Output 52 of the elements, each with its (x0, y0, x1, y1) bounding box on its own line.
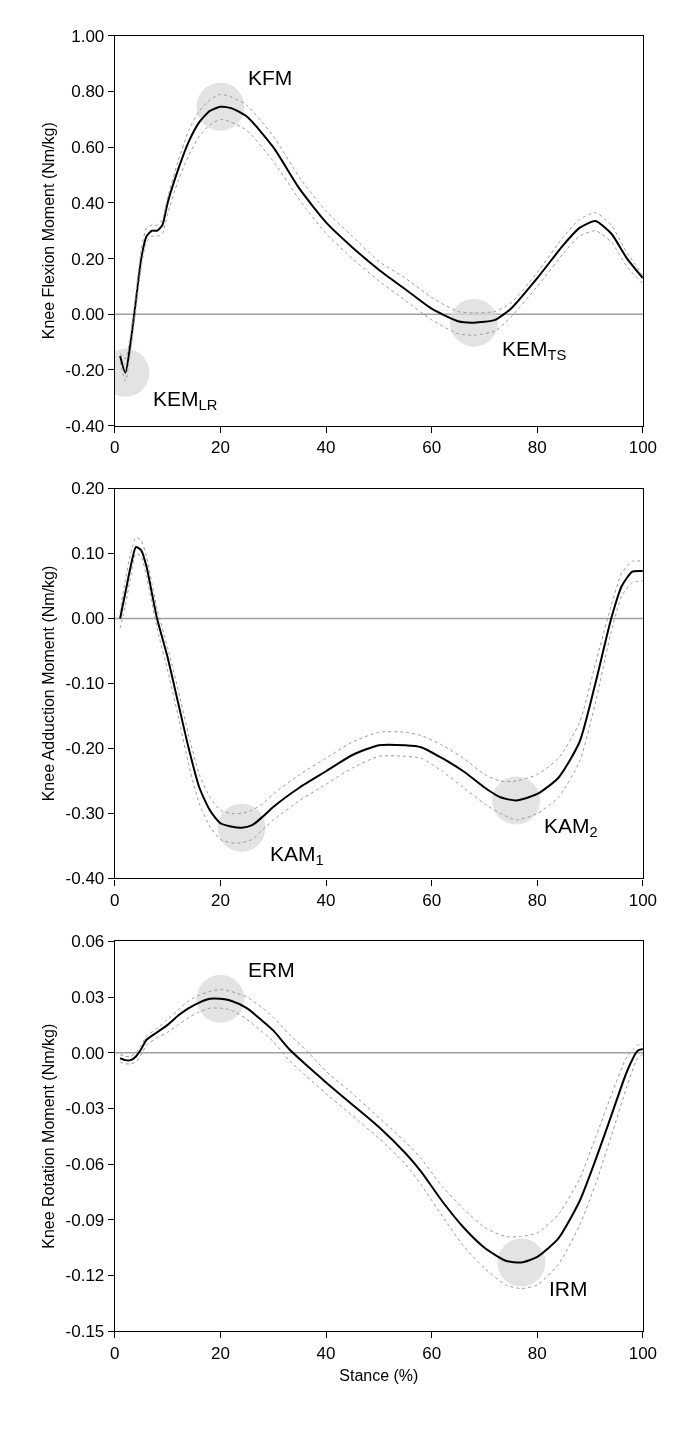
y-tick-label: 0.60 (71, 138, 105, 158)
y-axis-title: Knee Flexion Moment (Nm/kg) (40, 122, 58, 340)
x-tick-label: 40 (316, 1343, 336, 1363)
x-tick-label: 20 (210, 1343, 230, 1363)
annotation: KEM$_{TS}$ (502, 337, 567, 364)
y-tick-label: 1.00 (71, 26, 105, 46)
x-tick-label: 80 (527, 438, 547, 458)
x-tick-label: 0 (110, 890, 120, 910)
x-tick-label: 40 (316, 890, 336, 910)
x-tick-label: 60 (422, 890, 442, 910)
x-tick-label: 100 (628, 1343, 658, 1363)
y-tick-label: -0.03 (65, 1099, 105, 1119)
y-tick-label: -0.15 (65, 1322, 105, 1342)
y-tick-label: 0.00 (71, 1043, 105, 1063)
y-tick-label: 0.20 (71, 479, 105, 499)
x-tick-label: 20 (210, 890, 230, 910)
y-tick-label: 0.03 (71, 987, 105, 1007)
x-tick-label: 40 (316, 438, 336, 458)
annotation: KAM$_{2}$ (544, 814, 598, 841)
y-tick-label: -0.40 (65, 869, 105, 889)
x-tick-label: 80 (527, 1343, 547, 1363)
y-tick-label: -0.40 (65, 416, 105, 436)
y-tick-label: -0.20 (65, 739, 105, 759)
x-tick-label: 0 (110, 1343, 120, 1363)
x-tick-label: 60 (422, 1343, 442, 1363)
annotation: KEM$_{LR}$ (153, 387, 218, 414)
y-axis-title: Knee Rotation Moment (Nm/kg) (40, 1023, 58, 1249)
y-tick-label: 0.80 (71, 82, 105, 102)
y-tick-label: 0.20 (71, 249, 105, 269)
x-tick-label: 20 (210, 438, 230, 458)
y-tick-label: -0.30 (65, 804, 105, 824)
y-axis-title: Knee Adduction Moment (Nm/kg) (40, 565, 58, 802)
y-tick-label: -0.10 (65, 674, 105, 694)
x-tick-label: 0 (110, 438, 120, 458)
annotation: KAM$_{1}$ (270, 842, 324, 869)
annotation: KFM (248, 66, 293, 89)
y-tick-label: 0.00 (71, 305, 105, 325)
x-tick-label: 100 (628, 890, 658, 910)
x-axis-title: Stance (%) (339, 1367, 419, 1385)
y-tick-label: 0.10 (71, 544, 105, 564)
y-tick-label: -0.20 (65, 360, 105, 380)
annotation: ERM (248, 958, 295, 981)
x-tick-label: 100 (628, 438, 658, 458)
y-tick-label: 0.06 (71, 932, 105, 952)
y-tick-label: 0.00 (71, 609, 105, 629)
y-tick-label: -0.12 (65, 1266, 105, 1286)
x-tick-label: 80 (527, 890, 547, 910)
annotation: IRM (549, 1277, 588, 1300)
y-tick-label: -0.06 (65, 1155, 105, 1175)
y-tick-label: 0.40 (71, 193, 105, 213)
x-tick-label: 60 (422, 438, 442, 458)
y-tick-label: -0.09 (65, 1210, 105, 1230)
